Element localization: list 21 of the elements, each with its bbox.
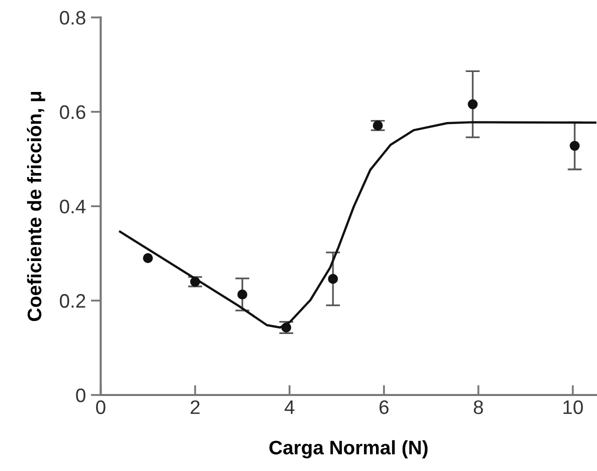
point	[328, 274, 338, 284]
y-tick-label: 0.2	[60, 294, 86, 308]
x-tick-label: 4	[284, 400, 294, 414]
x-axis-title: Carga Normal (N)	[269, 440, 428, 458]
y-axis-title: Coeficiente de fricción, μ	[26, 92, 46, 322]
point	[570, 140, 580, 151]
x-tick-label: 0	[96, 400, 106, 414]
point	[372, 120, 383, 130]
y-tick-label: 0.8	[60, 10, 86, 25]
x-tick-label: 8	[474, 400, 483, 414]
x-tick-label: 6	[380, 400, 389, 414]
y-tick-label: 0.6	[60, 105, 86, 120]
x-tick-label: 10	[563, 400, 583, 414]
x-tick-label: 2	[190, 400, 200, 414]
point	[142, 253, 153, 264]
y-tick-label: 0.4	[60, 200, 86, 214]
point	[190, 276, 200, 287]
point	[468, 99, 478, 110]
point	[237, 289, 248, 300]
y-tick-label: 0	[76, 388, 86, 402]
point	[281, 322, 292, 332]
